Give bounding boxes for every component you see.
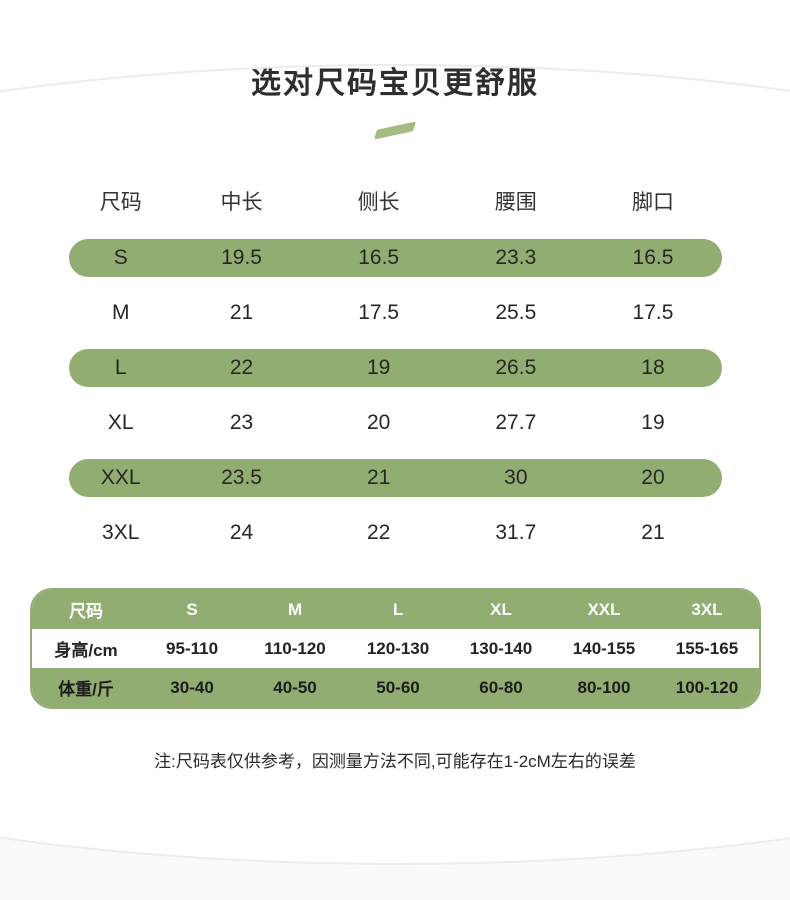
fit-cell: 110-120 [264, 638, 326, 658]
size-table-row: 3XL 24 22 31.7 21 [69, 514, 722, 552]
value-cell: 26.5 [495, 356, 537, 379]
size-cell: L [114, 356, 127, 379]
fit-cell: 50-60 [376, 677, 420, 697]
size-table-row: XXL 23.5 21 30 20 [68, 459, 722, 497]
size-cell: M [111, 301, 130, 324]
size-table-row: L 22 19 26.5 18 [68, 349, 722, 387]
value-cell: 19 [641, 411, 665, 434]
size-table-row: S 19.5 16.5 23.3 16.5 [68, 239, 722, 277]
value-cell: 19 [367, 356, 391, 379]
fit-table-height-row: 身高/cm 95-110 110-120 120-130 130-140 140… [31, 629, 759, 668]
fit-cell: 120-130 [366, 638, 430, 658]
value-cell: 19.5 [221, 246, 262, 269]
value-cell: 16.5 [632, 246, 674, 269]
size-cell: XL [107, 411, 134, 434]
value-cell: 31.7 [495, 521, 537, 544]
fit-cell: XL [490, 599, 512, 619]
fit-cell: XXL [587, 599, 621, 619]
size-cell: XXL [100, 466, 141, 489]
bottom-arc-region [0, 814, 790, 900]
fit-row-label: 尺码 [69, 602, 104, 621]
size-table-header-row: 尺码 中长 侧长 腰围 脚口 [69, 181, 722, 221]
value-cell: 24 [229, 521, 254, 544]
fit-table-header-row: 尺码 S M L XL XXL 3XL [31, 590, 759, 629]
column-header-length: 中长 [220, 191, 263, 214]
column-header-size: 尺码 [99, 191, 142, 214]
value-cell: 21 [641, 521, 665, 544]
column-header-hem: 脚口 [631, 191, 674, 214]
value-cell: 25.5 [495, 301, 537, 324]
size-table-row: M 21 17.5 25.5 17.5 [69, 294, 722, 332]
size-table-row: XL 23 20 27.7 19 [69, 404, 722, 442]
value-cell: 22 [229, 356, 254, 379]
column-header-waist: 腰围 [494, 191, 537, 214]
value-cell: 23 [229, 411, 254, 434]
fit-cell: 155-165 [675, 638, 739, 658]
fit-cell: 80-100 [577, 677, 631, 697]
value-cell: 30 [504, 466, 528, 489]
value-cell: 27.7 [495, 411, 537, 434]
column-header-side: 侧长 [357, 191, 400, 214]
fit-table-weight-row: 体重/斤 30-40 40-50 50-60 60-80 80-100 100-… [31, 668, 759, 707]
fit-cell: 140-155 [572, 638, 636, 658]
size-table: 尺码 中长 侧长 腰围 脚口 S 19.5 16.5 23.3 16.5 M 2… [68, 181, 722, 552]
fit-cell: L [392, 599, 404, 619]
bottom-arc [0, 814, 790, 865]
fit-cell: 60-80 [479, 677, 523, 697]
accent-dash [374, 121, 416, 140]
value-cell: 18 [641, 356, 665, 379]
value-cell: 17.5 [632, 301, 674, 324]
value-cell: 17.5 [358, 301, 400, 324]
value-cell: 20 [367, 411, 391, 434]
fit-cell: 3XL [691, 599, 723, 619]
value-cell: 22 [367, 521, 391, 544]
fit-row-label: 身高/cm [54, 641, 118, 660]
fit-table: 尺码 S M L XL XXL 3XL 身高/cm 95-110 110-120… [29, 588, 761, 709]
page-title: 选对尺码宝贝更舒服 [251, 67, 539, 100]
size-cell: 3XL [102, 521, 140, 544]
fit-cell: 40-50 [273, 677, 317, 697]
note-text: 注:尺码表仅供参考，因测量方法不同,可能存在1-2cM左右的误差 [154, 752, 636, 771]
value-cell: 21 [229, 301, 254, 324]
fit-cell: 100-120 [675, 677, 739, 697]
fit-cell: S [186, 599, 198, 619]
fit-cell: 30-40 [170, 677, 214, 697]
size-cell: S [113, 246, 128, 269]
fit-cell: 130-140 [469, 638, 533, 658]
fit-row-label: 体重/斤 [58, 680, 114, 699]
value-cell: 21 [367, 466, 391, 489]
fit-cell: 95-110 [166, 638, 219, 658]
value-cell: 23.5 [221, 466, 262, 489]
value-cell: 23.3 [495, 246, 537, 269]
fit-cell: M [287, 599, 303, 619]
value-cell: 16.5 [358, 246, 400, 269]
value-cell: 20 [641, 466, 665, 489]
